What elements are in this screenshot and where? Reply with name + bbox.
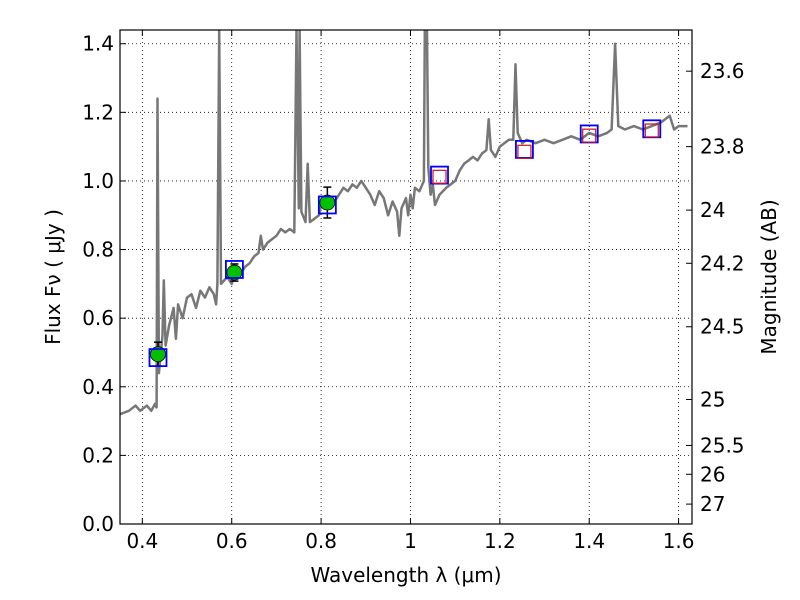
y2-tick-label: 25.5 <box>700 433 745 457</box>
model-square <box>148 348 168 368</box>
x-tick-label: 1.4 <box>573 529 605 553</box>
y2-tick-label: 27 <box>700 492 725 516</box>
x-tick-label: 0.6 <box>216 529 248 553</box>
plot-frame <box>119 29 693 525</box>
y2-tick-label: 25 <box>700 387 725 411</box>
observed-point <box>226 264 243 281</box>
axis-ticks: 0.4 0.6 0.8 1 1.2 1.4 1.6 0.0 0.2 0.4 0.6 0.8 1.0 1.2… <box>82 30 745 553</box>
model-square <box>224 260 244 279</box>
limit-square <box>644 123 659 138</box>
plot-series <box>120 30 688 416</box>
grid-lines <box>120 30 692 525</box>
x-tick-label: 0.8 <box>305 529 337 553</box>
y2-tick-label: 24 <box>700 198 725 222</box>
y2-tick-label: 24.5 <box>700 315 745 339</box>
observed-point <box>150 346 166 363</box>
observed-point <box>319 194 336 211</box>
y-tick-label: 1.2 <box>82 100 114 124</box>
y-tick-label: 0.4 <box>82 375 114 399</box>
y2-tick-label: 23.8 <box>700 135 745 159</box>
x-tick-label: 1.2 <box>484 529 516 553</box>
y-tick-label: 1.0 <box>82 169 114 193</box>
model-square <box>317 195 337 215</box>
y-tick-label: 0.0 <box>82 512 114 536</box>
x-axis-title: Wavelength λ (μm) <box>310 563 501 587</box>
y-tick-label: 0.8 <box>82 238 114 262</box>
y-tick-label: 1.4 <box>82 32 114 56</box>
y2-axis-title: Magnitude (AB) <box>757 199 781 354</box>
x-tick-label: 0.4 <box>126 529 158 553</box>
y2-tick-label: 24.2 <box>700 251 745 275</box>
y-axis-title: Flux Fν ( μJy ) <box>41 209 65 345</box>
y-tick-label: 0.6 <box>82 306 114 330</box>
x-tick-label: 1 <box>404 529 417 553</box>
y2-tick-label: 26 <box>700 462 725 486</box>
x-tick-label: 1.6 <box>663 529 695 553</box>
limit-square <box>432 169 447 184</box>
limit-square <box>517 144 532 159</box>
y-tick-label: 0.2 <box>82 443 114 467</box>
y2-tick-label: 23.6 <box>700 59 745 83</box>
limit-square <box>582 128 597 143</box>
sed-model-line <box>120 30 688 416</box>
